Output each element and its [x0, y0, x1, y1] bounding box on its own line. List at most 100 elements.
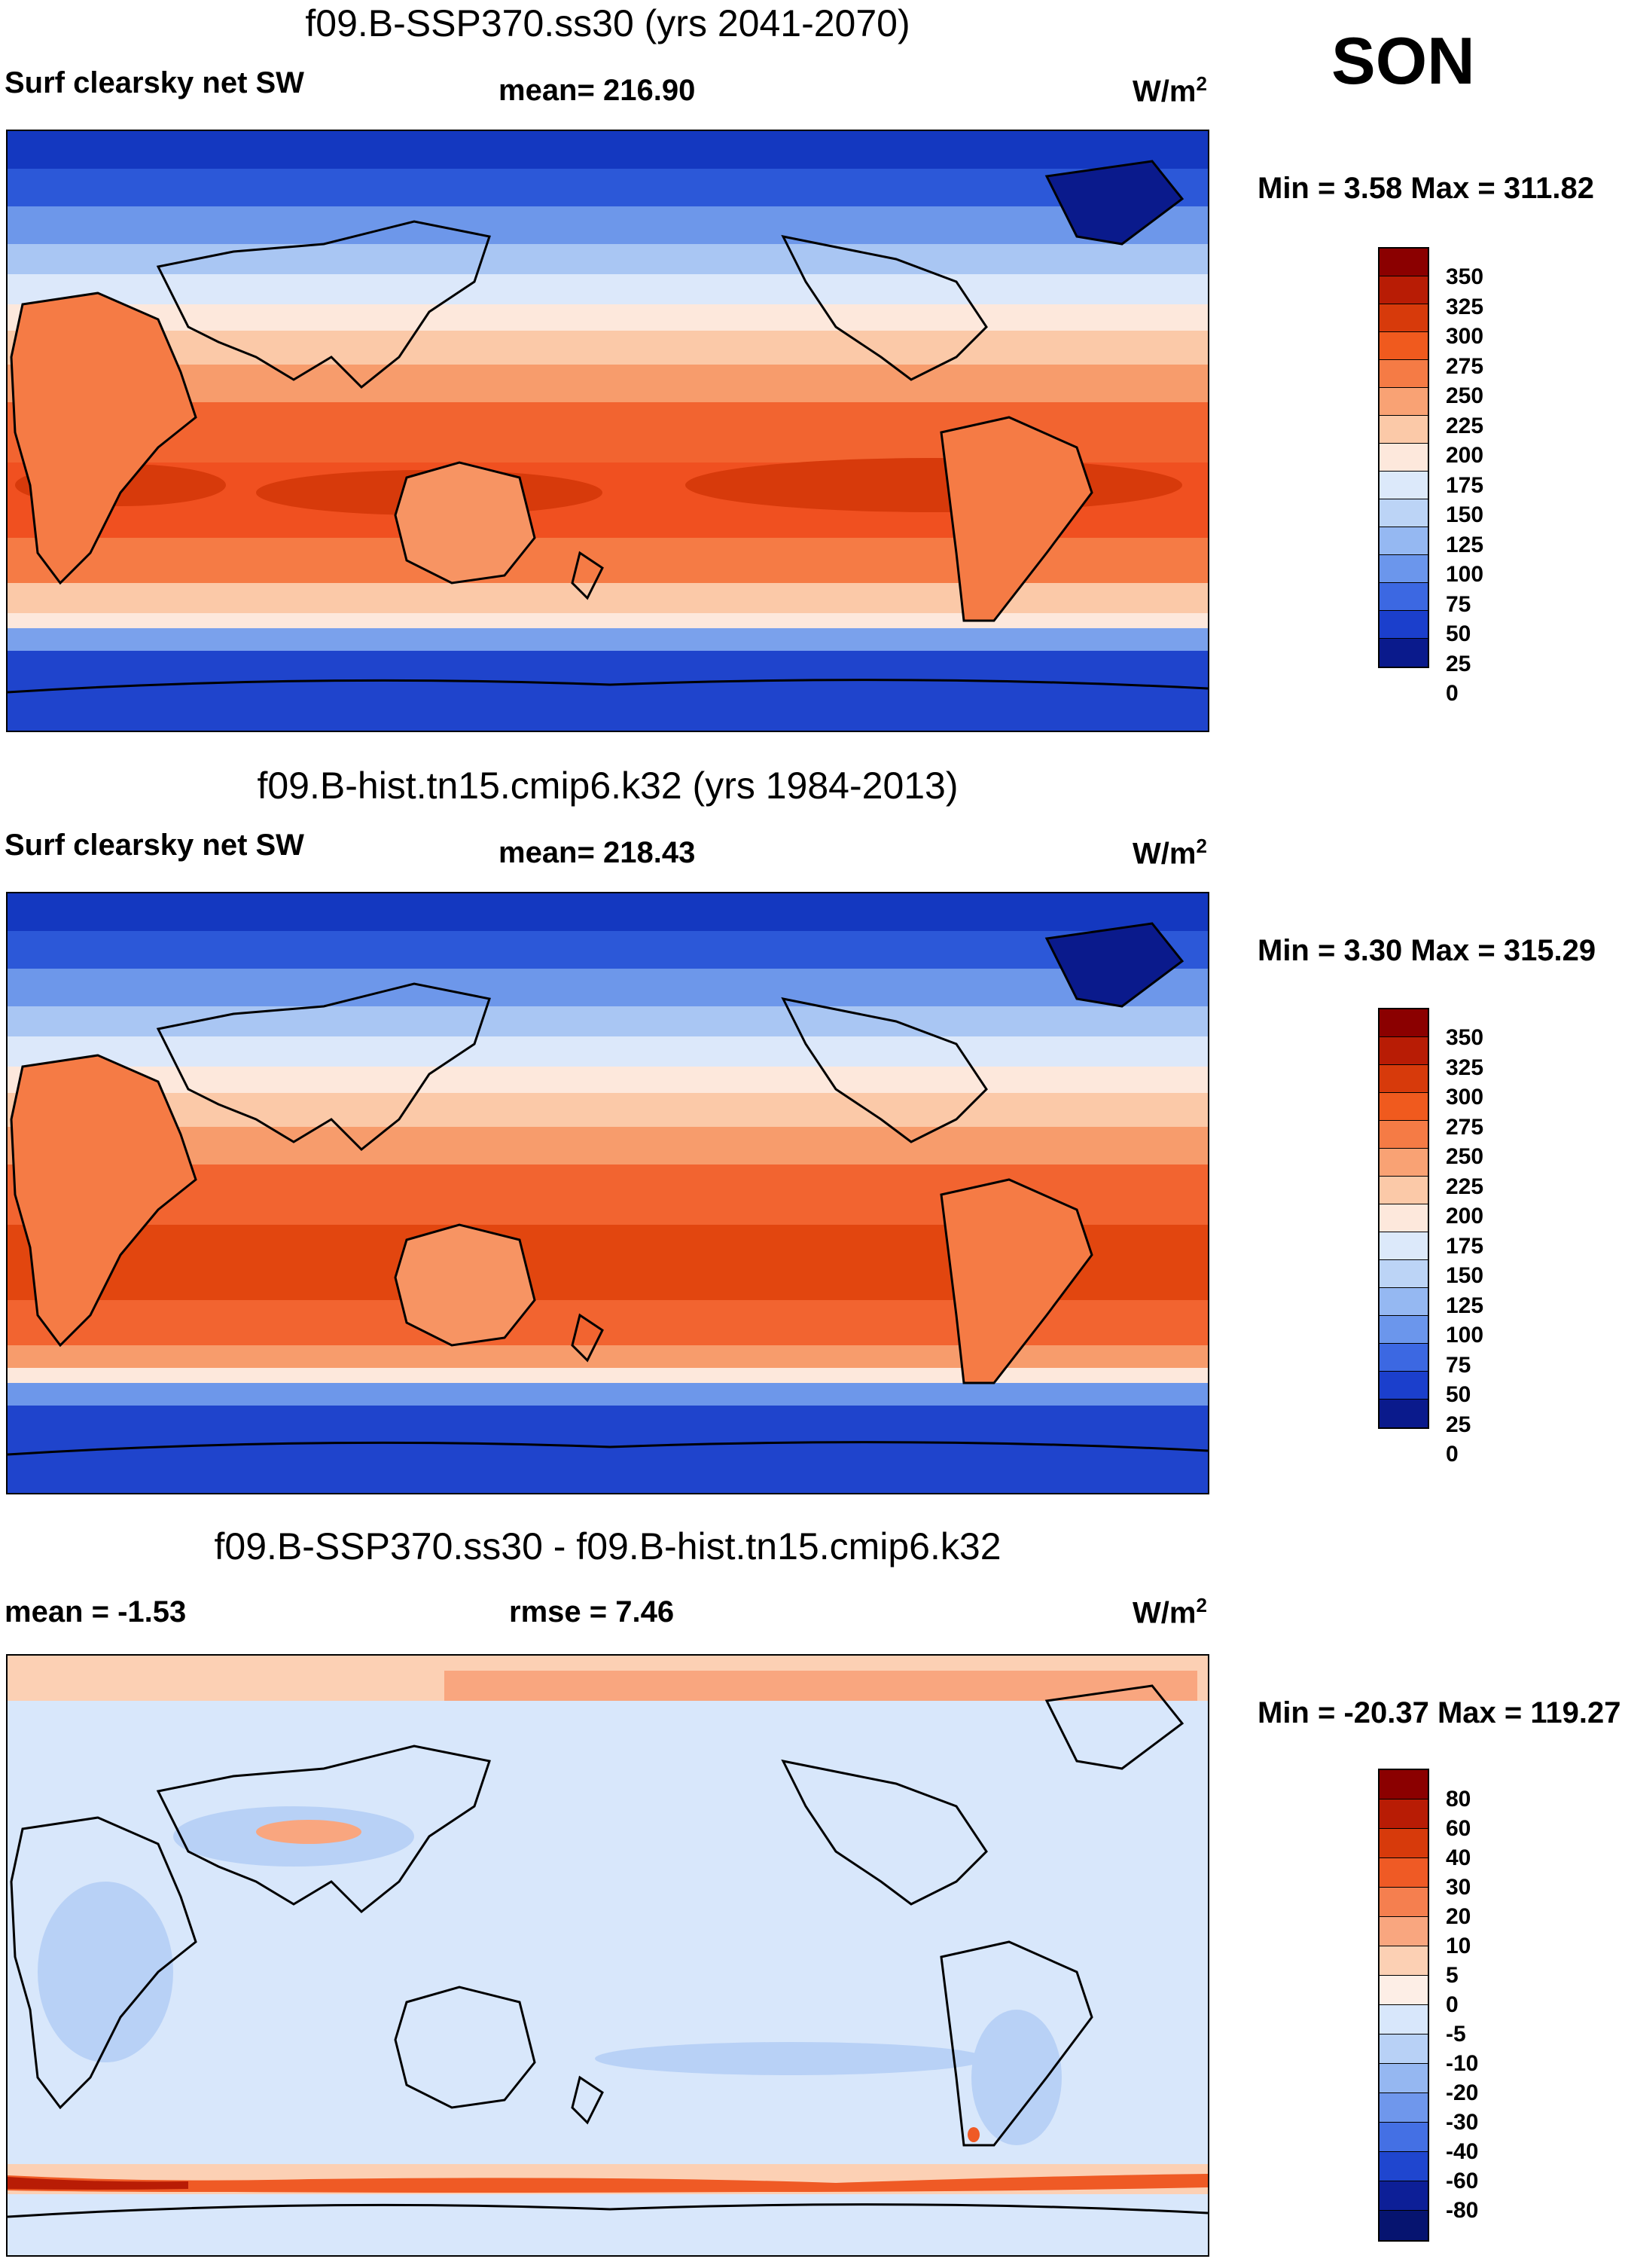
colorbar-segment [1380, 555, 1428, 583]
colorbar-segment [1380, 1917, 1428, 1946]
colorbar-tick-label: 100 [1446, 1323, 1484, 1348]
colorbar-segment [1380, 2005, 1428, 2034]
colorbar-segment [1380, 1288, 1428, 1316]
panel-historical-title: f09.B-hist.tn15.cmip6.k32 (yrs 1984-2013… [257, 765, 959, 807]
colorbar-tick-label: 200 [1446, 443, 1484, 468]
colorbar-tick-label: 275 [1446, 354, 1484, 379]
colorbar-segment [1380, 1009, 1428, 1037]
colorbar-tick-label: 225 [1446, 1174, 1484, 1199]
colorbar-segment [1380, 611, 1428, 639]
colorbar-tick-label: 75 [1446, 592, 1471, 617]
colorbar-segment [1380, 1858, 1428, 1888]
colorbar-segment [1380, 472, 1428, 499]
colorbar-segment [1380, 2123, 1428, 2152]
colorbar-tick-label: 25 [1446, 1412, 1471, 1437]
colorbar-tick-label: 325 [1446, 295, 1484, 319]
colorbar-tick-label: -40 [1446, 2139, 1479, 2164]
colorbar-segment [1380, 1372, 1428, 1400]
colorbar-segment [1380, 2181, 1428, 2211]
colorbar-tick-label: 150 [1446, 502, 1484, 527]
colorbar-segment [1380, 1829, 1428, 1858]
colorbar-tick-label: -10 [1446, 2051, 1479, 2076]
colorbar-segment [1380, 1260, 1428, 1288]
panel-historical-mean: mean= 218.43 [498, 836, 696, 869]
colorbar-tick-label: 20 [1446, 1904, 1471, 1929]
season-label: SON [1331, 23, 1475, 98]
colorbar-tick-label: 40 [1446, 1845, 1471, 1870]
colorbar-tick-label: 0 [1446, 1992, 1459, 2017]
colorbar-segment [1380, 1065, 1428, 1093]
panel-future-variable: Surf clearsky net SW [5, 66, 304, 99]
panel-difference-map [6, 1654, 1209, 2257]
colorbar-tick-label: -20 [1446, 2080, 1479, 2105]
colorbar-tick-label: 125 [1446, 1293, 1484, 1318]
colorbar-segment [1380, 2064, 1428, 2093]
colorbar-segment [1380, 1316, 1428, 1344]
colorbar-segment [1380, 499, 1428, 527]
colorbar-tick-label: 275 [1446, 1115, 1484, 1140]
colorbar-tick-label: 30 [1446, 1875, 1471, 1900]
colorbar-segment [1380, 360, 1428, 388]
panel-difference-units: W/m2 [1133, 1594, 1207, 1630]
colorbar-segment [1380, 2211, 1428, 2240]
colorbar-segment [1380, 1177, 1428, 1204]
colorbar-tick-label: 200 [1446, 1204, 1484, 1229]
colorbar-segment [1380, 583, 1428, 611]
colorbar-segment [1380, 1232, 1428, 1260]
colorbar-segment [1380, 1149, 1428, 1177]
colorbar-tick-label: 175 [1446, 1234, 1484, 1259]
colorbar-segment [1380, 527, 1428, 555]
colorbar-tick-label: -60 [1446, 2169, 1479, 2193]
colorbar-segment [1380, 1976, 1428, 2005]
colorbar-segment [1380, 249, 1428, 276]
panel-difference-title: f09.B-SSP370.ss30 - f09.B-hist.tn15.cmip… [214, 1525, 1002, 1567]
colorbar-tick-label: 60 [1446, 1816, 1471, 1841]
colorbar-segment [1380, 1344, 1428, 1372]
colorbar-tick-label: 250 [1446, 383, 1484, 408]
panel-difference-minmax: Min = -20.37 Max = 119.27 [1258, 1696, 1621, 1729]
colorbar-tick-label: 350 [1446, 1025, 1484, 1050]
colorbar-tick-label: 100 [1446, 562, 1484, 587]
colorbar-tick-label: -30 [1446, 2110, 1479, 2135]
panel-difference-colorbar [1378, 1769, 1429, 2242]
colorbar-segment [1380, 1799, 1428, 1829]
panel-historical-map [6, 892, 1209, 1494]
colorbar-tick-label: -80 [1446, 2198, 1479, 2223]
colorbar-tick-label: 0 [1446, 1442, 1459, 1467]
colorbar-segment [1380, 2034, 1428, 2064]
colorbar-segment [1380, 1888, 1428, 1917]
panel-future-title: f09.B-SSP370.ss30 (yrs 2041-2070) [305, 2, 910, 44]
colorbar-segment [1380, 2093, 1428, 2123]
colorbar-segment [1380, 1770, 1428, 1799]
colorbar-segment [1380, 304, 1428, 332]
colorbar-tick-label: 125 [1446, 533, 1484, 557]
panel-future-units: W/m2 [1133, 72, 1207, 108]
panel-difference-mean: mean = -1.53 [5, 1595, 187, 1629]
colorbar-tick-label: 80 [1446, 1787, 1471, 1812]
colorbar-tick-label: 0 [1446, 681, 1459, 706]
colorbar-tick-label: 25 [1446, 652, 1471, 676]
panel-historical-variable: Surf clearsky net SW [5, 829, 304, 862]
colorbar-tick-label: 150 [1446, 1263, 1484, 1288]
colorbar-tick-label: 50 [1446, 1382, 1471, 1407]
colorbar-tick-label: 75 [1446, 1353, 1471, 1378]
colorbar-segment [1380, 276, 1428, 304]
panel-future-colorbar [1378, 247, 1429, 668]
colorbar-segment [1380, 416, 1428, 444]
colorbar-segment [1380, 332, 1428, 360]
panel-future-map [6, 130, 1209, 732]
colorbar-tick-label: 225 [1446, 414, 1484, 438]
colorbar-tick-label: 10 [1446, 1934, 1471, 1958]
panel-future-mean: mean= 216.90 [498, 74, 696, 107]
panel-future-minmax: Min = 3.58 Max = 311.82 [1258, 172, 1594, 205]
colorbar-tick-label: 300 [1446, 324, 1484, 349]
colorbar-tick-label: 325 [1446, 1055, 1484, 1080]
panel-difference-rmse: rmse = 7.46 [509, 1595, 675, 1629]
colorbar-segment [1380, 1400, 1428, 1427]
panel-historical-minmax: Min = 3.30 Max = 315.29 [1258, 934, 1596, 967]
colorbar-segment [1380, 639, 1428, 667]
colorbar-tick-label: -5 [1446, 2022, 1466, 2047]
colorbar-segment [1380, 2152, 1428, 2181]
colorbar-segment [1380, 1093, 1428, 1121]
colorbar-tick-label: 350 [1446, 264, 1484, 289]
